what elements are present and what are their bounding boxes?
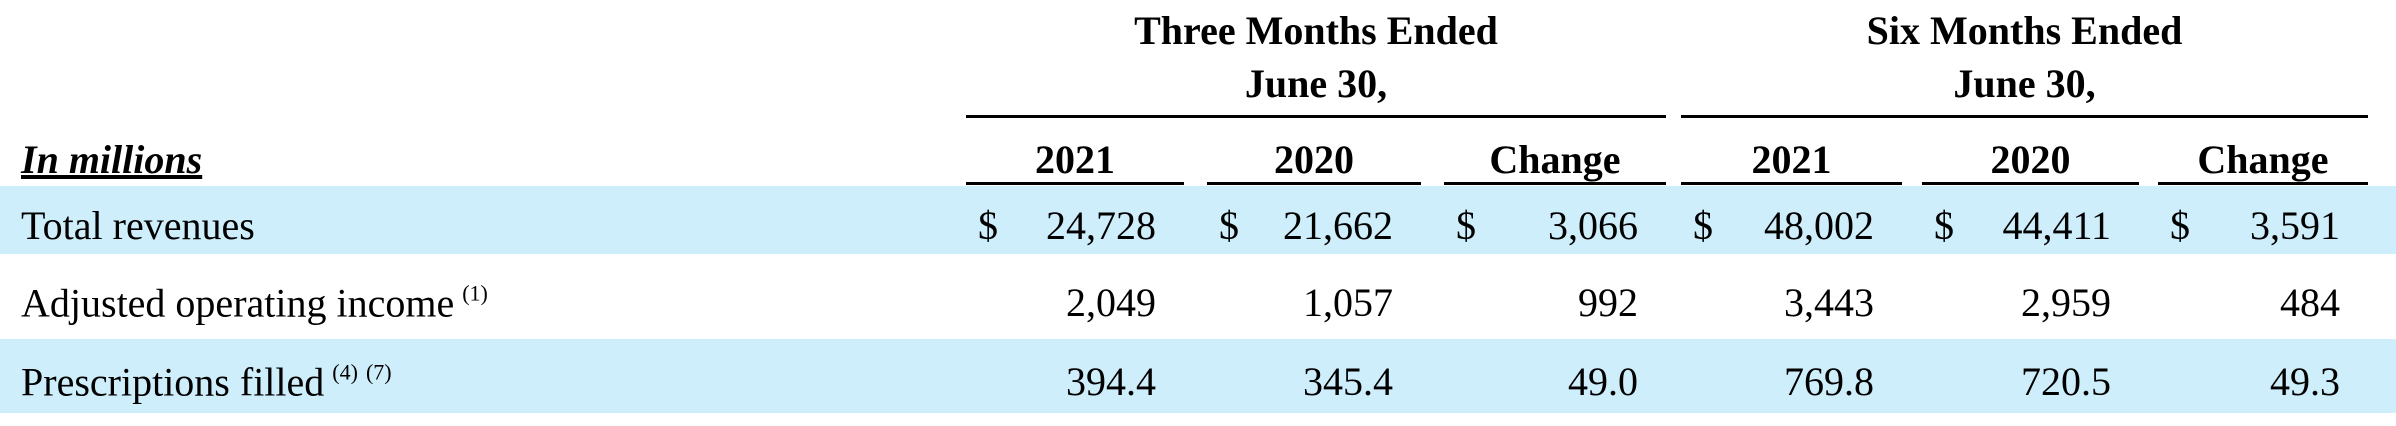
column-header: Change: [2197, 137, 2329, 182]
row-label-text: Adjusted operating income: [21, 280, 455, 326]
currency-sign: $: [978, 203, 998, 248]
column-header: 2020: [1274, 137, 1354, 182]
row-label: Adjusted operating income (1): [21, 280, 488, 326]
column-header: 2021: [1035, 137, 1115, 182]
cell-value: 24,728: [1046, 203, 1156, 248]
currency-sign: $: [2170, 203, 2190, 248]
column-rule: [966, 182, 1184, 185]
row-label-header: In millions: [21, 137, 203, 182]
footnote: (4): [332, 359, 358, 385]
footnote: (1): [462, 280, 488, 306]
column-rule: [1681, 182, 1902, 185]
group-subtitle: June 30,: [1244, 61, 1388, 106]
cell-value: 1,057: [1303, 280, 1393, 325]
row-label-text: Prescriptions filled: [21, 359, 325, 405]
cell-value: 769.8: [1784, 359, 1874, 404]
cell-value: 44,411: [2002, 203, 2111, 248]
column-rule: [1922, 182, 2139, 185]
cell-value: 345.4: [1303, 359, 1393, 404]
currency-sign: $: [1219, 203, 1239, 248]
currency-sign: $: [1934, 203, 1954, 248]
cell-value: 2,959: [2021, 280, 2111, 325]
cell-value: 21,662: [1283, 203, 1393, 248]
currency-sign: $: [1456, 203, 1476, 248]
column-header: Change: [1489, 137, 1621, 182]
currency-sign: $: [1693, 203, 1713, 248]
cell-value: 3,066: [1548, 203, 1638, 248]
cell-value: 720.5: [2021, 359, 2111, 404]
group-rule: [1681, 115, 2368, 118]
cell-value: 992: [1578, 280, 1638, 325]
row-band: [0, 339, 2396, 413]
cell-value: 49.0: [1568, 359, 1638, 404]
cell-value: 394.4: [1066, 359, 1156, 404]
cell-value: 3,443: [1784, 280, 1874, 325]
column-rule: [1444, 182, 1666, 185]
cell-value: 49.3: [2270, 359, 2340, 404]
footnote: (7): [365, 359, 392, 385]
column-header: 2020: [1990, 137, 2071, 182]
row-label: Total revenues: [21, 206, 255, 246]
column-header: 2021: [1751, 137, 1832, 182]
cell-value: 48,002: [1764, 203, 1874, 248]
row-label-text: Total revenues: [21, 203, 255, 248]
group-subtitle: June 30,: [1953, 61, 2096, 106]
cell-value: 484: [2280, 280, 2340, 325]
row-band: [0, 186, 2396, 254]
column-rule: [2158, 182, 2368, 185]
cell-value: 2,049: [1066, 280, 1156, 325]
column-rule: [1207, 182, 1421, 185]
group-title: Six Months Ended: [1866, 8, 2183, 53]
cell-value: 3,591: [2250, 203, 2340, 248]
row-label: Prescriptions filled (4) (7): [21, 359, 392, 405]
group-title: Three Months Ended: [1134, 8, 1498, 53]
group-rule: [966, 115, 1666, 118]
